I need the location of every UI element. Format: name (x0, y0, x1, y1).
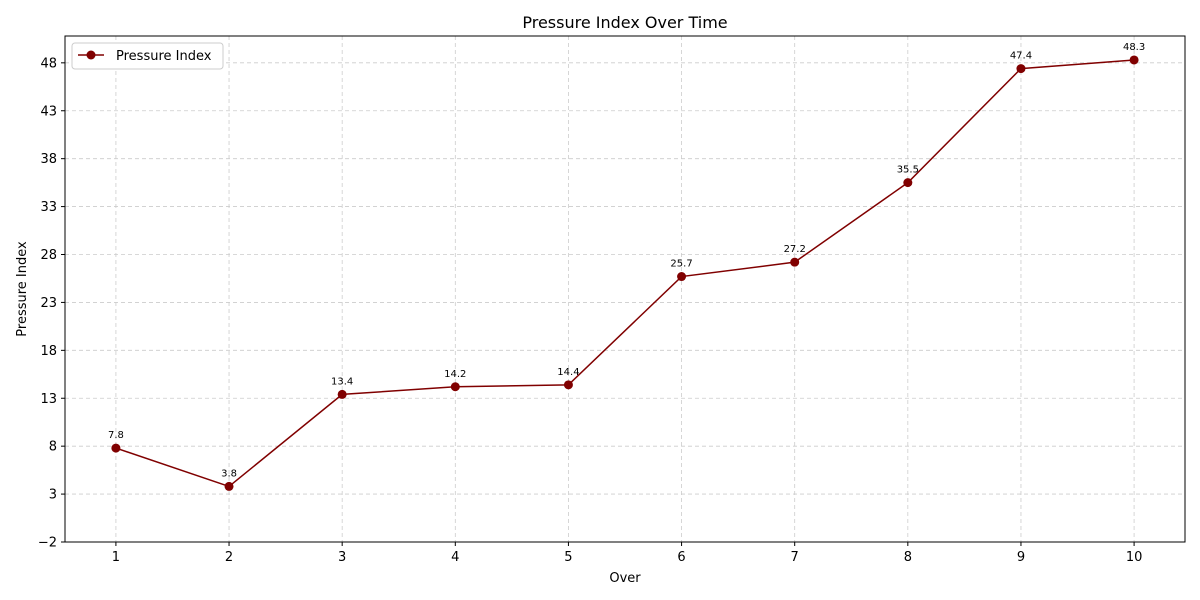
data-point (563, 380, 573, 390)
y-tick-label: −2 (38, 536, 57, 551)
grid (65, 36, 1185, 543)
x-tick-label: 8 (904, 550, 912, 565)
legend: Pressure Index (71, 42, 224, 70)
data-point (790, 257, 800, 267)
y-tick-label: 18 (40, 344, 57, 359)
data-label: 47.4 (1010, 51, 1032, 62)
data-point (1129, 55, 1139, 65)
x-tick-label: 10 (1126, 550, 1143, 565)
data-point (224, 481, 234, 491)
y-tick-label: 3 (49, 488, 57, 503)
data-point (677, 272, 687, 282)
x-axis-ticks: 1 2 3 4 5 6 7 8 9 10 (112, 542, 1143, 565)
legend-entry-pressure-index: Pressure Index (116, 49, 212, 64)
series-line-pressure-index (115, 59, 1135, 488)
y-axis-label: Pressure Index (15, 241, 30, 337)
legend-box (71, 42, 224, 70)
data-label: 14.2 (444, 369, 466, 380)
x-tick-label: 5 (564, 550, 572, 565)
series-layer: 7.8 3.8 13.4 14.2 14.4 25.7 27.2 35.5 47.4 48.3 (108, 42, 1145, 491)
y-tick-label: 13 (40, 392, 57, 407)
y-tick-label: 28 (40, 248, 57, 263)
x-tick-label: 7 (791, 550, 799, 565)
y-tick-label: 43 (40, 104, 57, 119)
y-tick-label: 23 (40, 296, 57, 311)
data-point (450, 382, 460, 392)
data-label: 14.4 (557, 367, 579, 378)
x-tick-label: 6 (677, 550, 685, 565)
x-tick-label: 3 (338, 550, 346, 565)
data-label: 25.7 (670, 259, 692, 270)
y-tick-label: 38 (40, 152, 57, 167)
data-point (337, 389, 347, 399)
y-tick-label: 48 (40, 56, 57, 71)
data-label: 27.2 (784, 244, 806, 255)
data-label: 35.5 (897, 165, 919, 176)
data-label: 3.8 (221, 468, 237, 479)
data-point (1016, 64, 1026, 74)
data-point (111, 443, 121, 453)
x-tick-label: 4 (451, 550, 459, 565)
data-label: 7.8 (108, 430, 124, 441)
x-tick-label: 2 (225, 550, 233, 565)
plot-frame (64, 35, 1186, 543)
data-point (903, 178, 913, 188)
y-tick-label: 33 (40, 200, 57, 215)
data-label: 48.3 (1123, 42, 1145, 53)
chart-title: Pressure Index Over Time (522, 13, 727, 32)
y-tick-label: 8 (49, 440, 57, 455)
x-axis-label: Over (609, 571, 641, 586)
legend-marker (86, 50, 96, 60)
data-label: 13.4 (331, 376, 353, 387)
x-tick-label: 1 (112, 550, 120, 565)
x-tick-label: 9 (1017, 550, 1025, 565)
